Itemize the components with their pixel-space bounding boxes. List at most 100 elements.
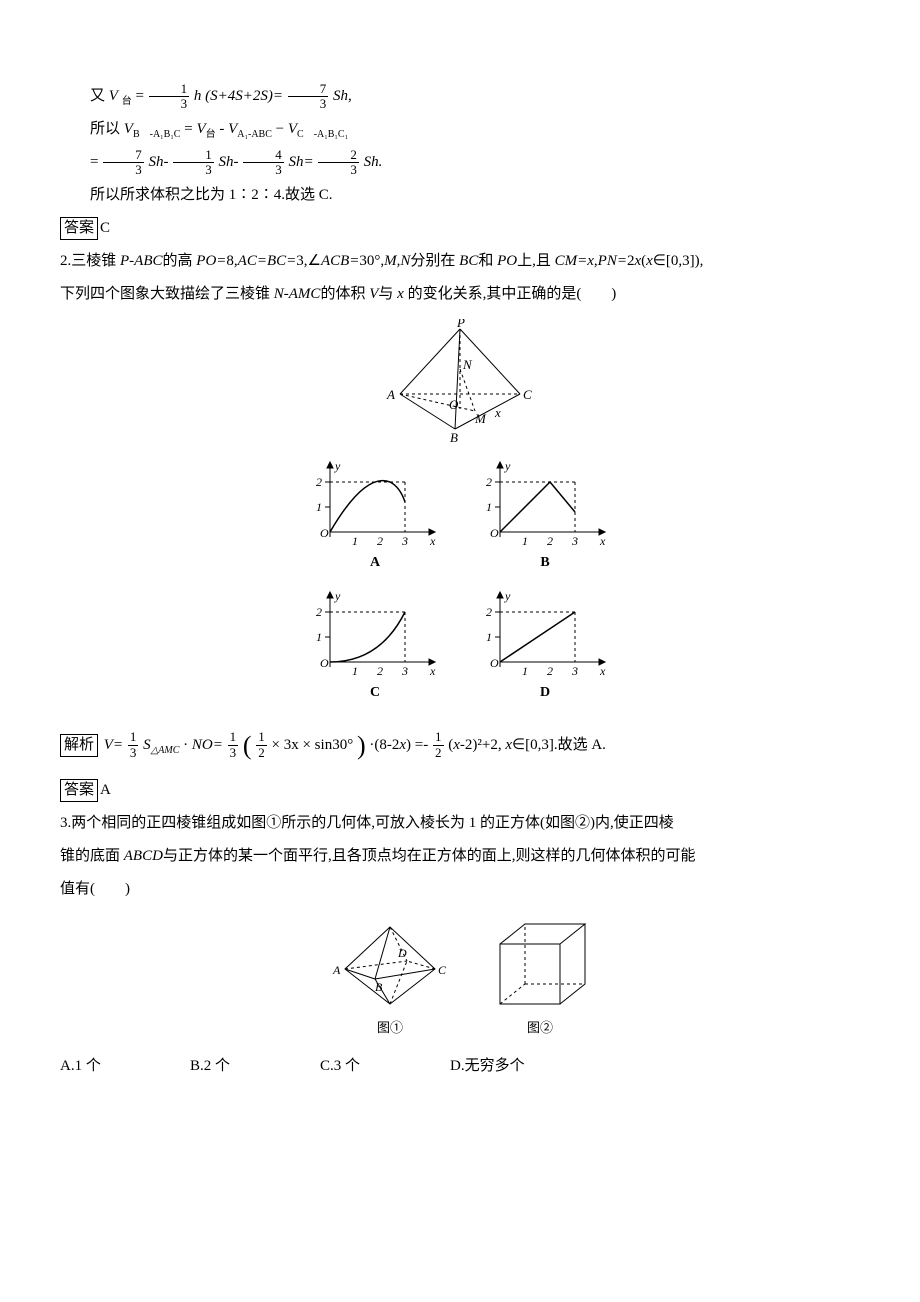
text: 所以所求体积之比为 1∶2∶4.故选 C. <box>90 187 333 203</box>
var: S <box>143 737 151 753</box>
svg-text:y: y <box>504 459 511 473</box>
op: − <box>276 121 288 137</box>
fraction-7-3: 73 <box>288 82 329 112</box>
svg-text:3: 3 <box>571 534 578 548</box>
text: 与正方体的某一个面平行,且各顶点均在正方体的面上,则这样的几何体体积的可能 <box>163 848 696 864</box>
svg-text:M: M <box>474 411 487 426</box>
plot-B: y x O 1 2 1 2 3 B <box>480 457 610 579</box>
answer-label: 答案 <box>60 217 98 240</box>
question-3-line-2: 锥的底面 ABCD与正方体的某一个面平行,且各顶点均在正方体的面上,则这样的几何… <box>60 840 860 873</box>
text: 所以 <box>90 121 120 137</box>
answer-label: 答案 <box>60 779 98 802</box>
var: V <box>228 121 237 137</box>
big-paren: ( <box>243 731 252 760</box>
var: BC <box>459 253 478 269</box>
svg-text:1: 1 <box>522 664 528 678</box>
plot-C: y x O 1 2 1 2 3 C <box>310 587 440 709</box>
svg-text:B: B <box>375 980 383 994</box>
svg-text:1: 1 <box>316 630 322 644</box>
figure-label-2: 图② <box>485 1014 595 1043</box>
fraction-1-3: 13 <box>149 82 190 112</box>
svg-text:2: 2 <box>486 605 492 619</box>
text: 3,∠ <box>296 253 321 269</box>
svg-text:1: 1 <box>486 500 492 514</box>
text: ∈[0,3]), <box>653 253 704 269</box>
fraction-1-3: 13 <box>173 148 214 178</box>
var-h: h <box>194 88 202 104</box>
svg-text:O: O <box>490 526 499 540</box>
var: V <box>288 121 297 137</box>
text: 和 <box>478 253 497 269</box>
figure-cube: 图② <box>485 914 595 1043</box>
text: 与 <box>378 286 397 302</box>
fraction-1-3: 13 <box>228 730 239 760</box>
text: 上,且 <box>517 253 555 269</box>
text: 的体积 <box>320 286 369 302</box>
svg-text:O: O <box>449 397 459 412</box>
svg-text:y: y <box>504 589 511 603</box>
var: PO <box>497 253 517 269</box>
svg-text:A: A <box>332 963 341 977</box>
text: 的变化关系,其中正确的是( ) <box>404 286 617 302</box>
option-C: C.3 个 <box>320 1050 450 1083</box>
svg-text:1: 1 <box>352 664 358 678</box>
sub: A₁-ABC <box>237 129 272 140</box>
var-V: V <box>109 88 118 104</box>
plots-row-1: y x O 1 2 1 2 3 A <box>60 457 860 579</box>
var: ACB= <box>321 253 359 269</box>
figure-q3: A B C D 图① 图② <box>60 914 860 1043</box>
question-2-line-2: 下列四个图象大致描绘了三棱锥 N-AMC的体积 V与 x 的变化关系,其中正确的… <box>60 278 860 311</box>
var: P-ABC <box>120 253 163 269</box>
var: x <box>646 253 653 269</box>
svg-text:2: 2 <box>547 664 553 678</box>
option-B: B.2 个 <box>190 1050 320 1083</box>
op: - <box>219 121 224 137</box>
answer-line-1: 答案C <box>60 212 860 245</box>
var: AC=BC= <box>238 253 297 269</box>
var: N-AMC <box>274 286 321 302</box>
svg-text:y: y <box>334 589 341 603</box>
sub: B -A₁B₁C <box>133 129 181 140</box>
svg-text:x: x <box>599 664 606 678</box>
analysis-line: 解析 V= 13 S△AMC · NO= 13 ( 12 × 3x × sin3… <box>60 717 860 774</box>
svg-text:1: 1 <box>352 534 358 548</box>
svg-text:y: y <box>334 459 341 473</box>
answer-value: A <box>100 782 111 798</box>
text: 又 <box>90 88 109 104</box>
option-D: D.无穷多个 <box>450 1050 580 1083</box>
text: 3.两个相同的正四棱锥组成如图①所示的几何体,可放入棱长为 1 的正方体(如图②… <box>60 815 674 831</box>
fraction-2-3: 23 <box>318 148 359 178</box>
expr: (S+4S+2S)= <box>205 88 283 104</box>
var: M,N <box>384 253 410 269</box>
derivation-line-3: = 73 Sh- 13 Sh- 43 Sh= 23 Sh. <box>60 146 860 179</box>
plot-label-D: D <box>480 678 610 709</box>
derivation-line-2: 所以 VB -A₁B₁C = V台 - VA₁-ABC − VC -A₁B₁C₁ <box>60 113 860 146</box>
svg-text:2: 2 <box>547 534 553 548</box>
plot-D: y x O 1 2 1 2 3 D <box>480 587 610 709</box>
option-A: A.1 个 <box>60 1050 190 1083</box>
question-3-line-1: 3.两个相同的正四棱锥组成如图①所示的几何体,可放入棱长为 1 的正方体(如图②… <box>60 807 860 840</box>
svg-text:x: x <box>599 534 606 548</box>
text: 的高 <box>163 253 197 269</box>
svg-text:2: 2 <box>316 475 322 489</box>
text: 30°, <box>359 253 384 269</box>
svg-text:2: 2 <box>377 664 383 678</box>
plot-A: y x O 1 2 1 2 3 A <box>310 457 440 579</box>
expr: ) =- <box>406 737 428 753</box>
svg-text:x: x <box>429 534 436 548</box>
svg-text:N: N <box>462 357 473 372</box>
text: 8, <box>226 253 237 269</box>
plots-row-2: y x O 1 2 1 2 3 C <box>60 587 860 709</box>
svg-text:A: A <box>386 387 395 402</box>
expr: Sh- <box>148 154 168 170</box>
svg-text:C: C <box>438 963 447 977</box>
question-3-line-3: 值有( ) <box>60 873 860 906</box>
subscript: 台 <box>122 96 132 107</box>
expr: Sh= <box>288 154 313 170</box>
svg-text:1: 1 <box>522 534 528 548</box>
eq: = <box>184 121 192 137</box>
expr: Sh- <box>218 154 238 170</box>
svg-text:x: x <box>494 405 501 420</box>
svg-text:3: 3 <box>571 664 578 678</box>
fraction-7-3: 73 <box>103 148 144 178</box>
